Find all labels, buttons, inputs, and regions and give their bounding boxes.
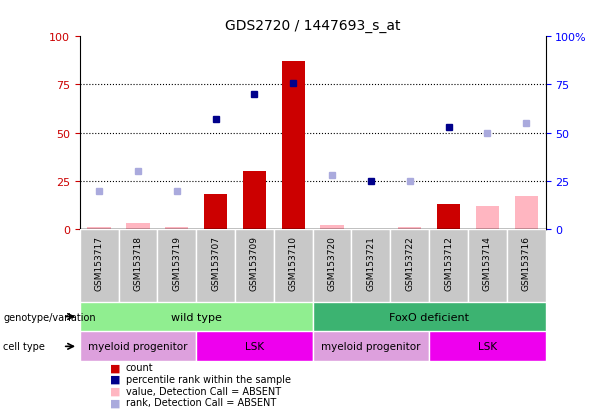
- FancyBboxPatch shape: [429, 332, 546, 361]
- FancyBboxPatch shape: [313, 332, 429, 361]
- Text: rank, Detection Call = ABSENT: rank, Detection Call = ABSENT: [126, 397, 276, 407]
- Text: GSM153720: GSM153720: [327, 235, 337, 290]
- Text: LSK: LSK: [478, 342, 497, 351]
- Bar: [88, 228, 111, 230]
- Bar: [243, 172, 266, 230]
- FancyBboxPatch shape: [351, 230, 390, 302]
- Text: GSM153714: GSM153714: [483, 235, 492, 290]
- Bar: [126, 224, 150, 230]
- Text: genotype/variation: genotype/variation: [3, 312, 96, 322]
- Bar: [398, 228, 421, 230]
- Bar: [476, 206, 499, 230]
- Text: GSM153721: GSM153721: [367, 235, 375, 290]
- Text: ■: ■: [110, 374, 121, 384]
- Text: GSM153718: GSM153718: [134, 235, 142, 290]
- FancyBboxPatch shape: [196, 332, 313, 361]
- Bar: [204, 195, 227, 230]
- Text: ■: ■: [110, 386, 121, 396]
- FancyBboxPatch shape: [80, 302, 313, 332]
- FancyBboxPatch shape: [80, 230, 118, 302]
- Bar: [321, 226, 344, 230]
- Text: GSM153716: GSM153716: [522, 235, 531, 290]
- FancyBboxPatch shape: [313, 230, 351, 302]
- FancyBboxPatch shape: [429, 230, 468, 302]
- Text: GSM153719: GSM153719: [172, 235, 181, 290]
- Text: GSM153707: GSM153707: [211, 235, 220, 290]
- Text: LSK: LSK: [245, 342, 264, 351]
- Text: wild type: wild type: [171, 312, 221, 322]
- FancyBboxPatch shape: [468, 230, 507, 302]
- FancyBboxPatch shape: [507, 230, 546, 302]
- Text: value, Detection Call = ABSENT: value, Detection Call = ABSENT: [126, 386, 281, 396]
- Text: GSM153710: GSM153710: [289, 235, 298, 290]
- Text: myeloid progenitor: myeloid progenitor: [321, 342, 421, 351]
- Bar: [514, 197, 538, 230]
- FancyBboxPatch shape: [274, 230, 313, 302]
- Text: FoxO deficient: FoxO deficient: [389, 312, 469, 322]
- Text: GSM153709: GSM153709: [250, 235, 259, 290]
- Text: GSM153717: GSM153717: [94, 235, 104, 290]
- Text: count: count: [126, 363, 153, 373]
- FancyBboxPatch shape: [80, 332, 196, 361]
- Text: ■: ■: [110, 397, 121, 407]
- FancyBboxPatch shape: [118, 230, 158, 302]
- Text: ■: ■: [110, 363, 121, 373]
- FancyBboxPatch shape: [235, 230, 274, 302]
- Bar: [437, 204, 460, 230]
- Text: myeloid progenitor: myeloid progenitor: [88, 342, 188, 351]
- FancyBboxPatch shape: [158, 230, 196, 302]
- FancyBboxPatch shape: [196, 230, 235, 302]
- Title: GDS2720 / 1447693_s_at: GDS2720 / 1447693_s_at: [225, 19, 400, 33]
- Text: cell type: cell type: [3, 342, 45, 351]
- FancyBboxPatch shape: [313, 302, 546, 332]
- Text: percentile rank within the sample: percentile rank within the sample: [126, 374, 291, 384]
- Text: GSM153712: GSM153712: [444, 235, 453, 290]
- Text: GSM153722: GSM153722: [405, 235, 414, 290]
- FancyBboxPatch shape: [390, 230, 429, 302]
- Bar: [281, 62, 305, 230]
- Bar: [165, 228, 188, 230]
